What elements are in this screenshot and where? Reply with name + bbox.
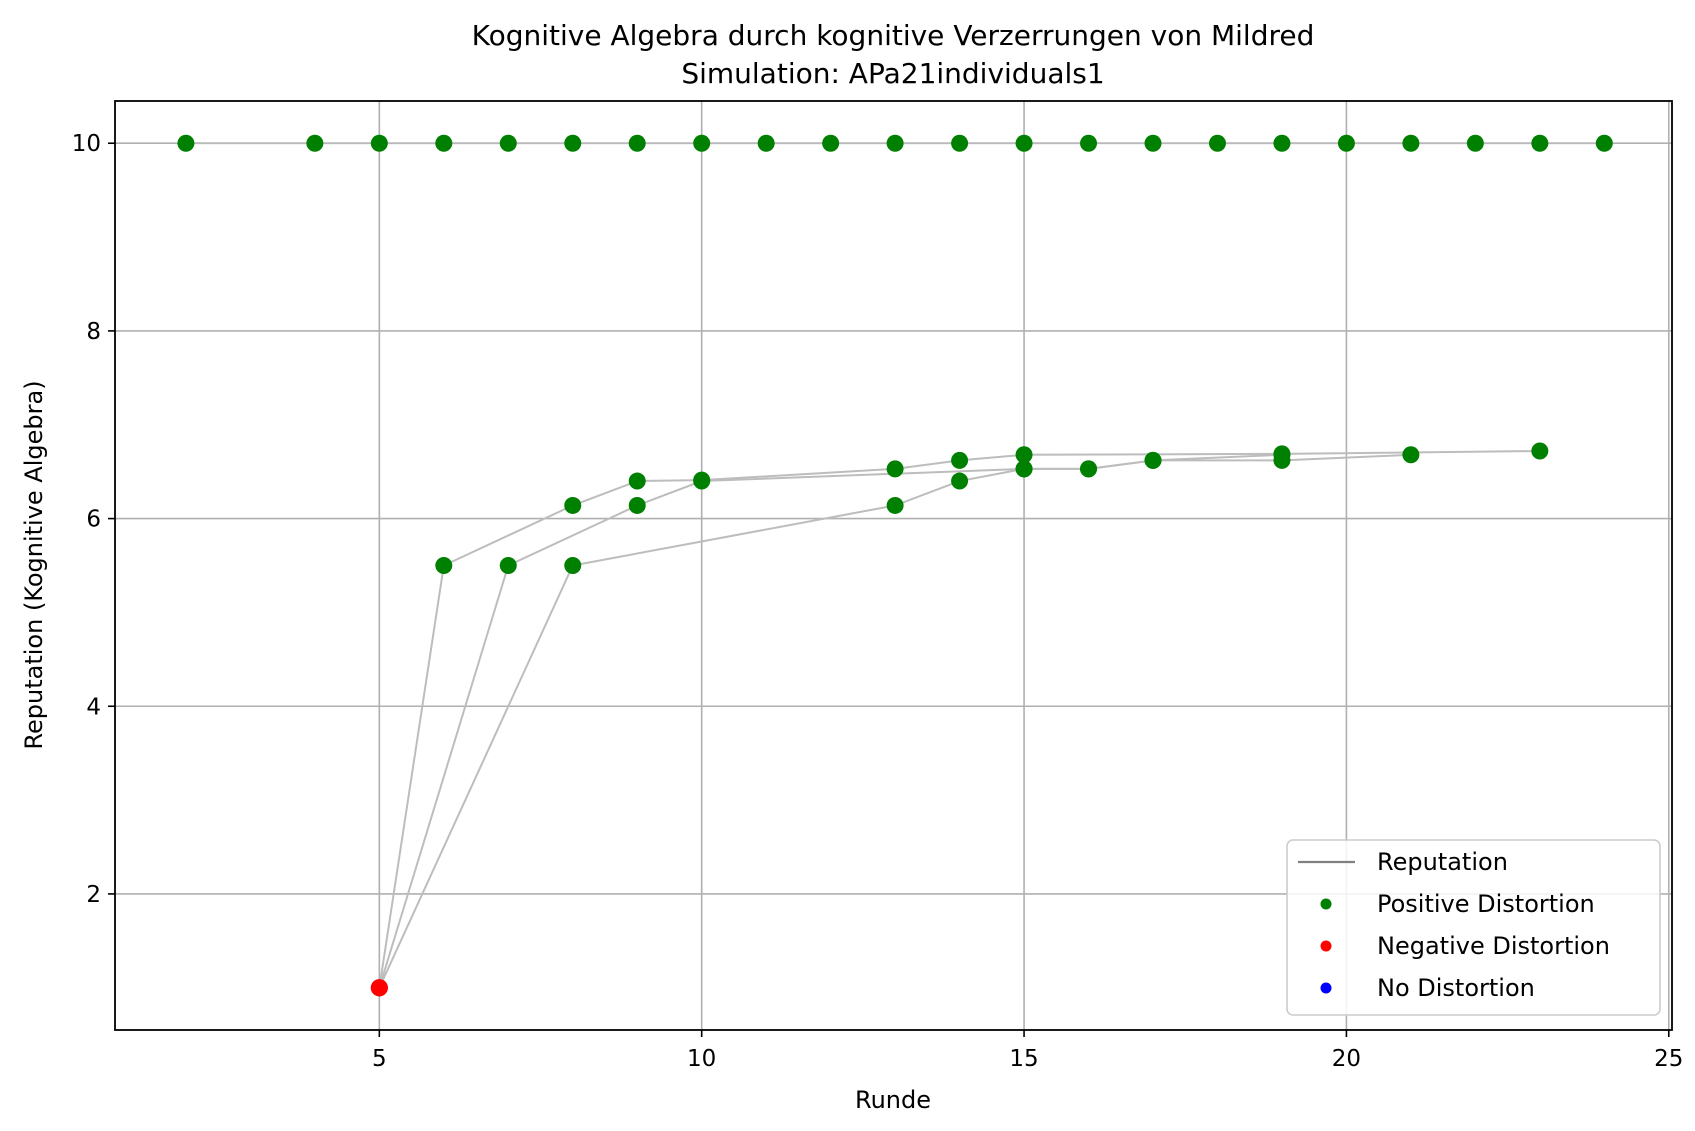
data-point-positive xyxy=(1337,134,1355,152)
data-point-positive xyxy=(628,134,646,152)
data-point-negative xyxy=(370,979,388,997)
data-point-positive xyxy=(1080,460,1098,478)
data-point-positive xyxy=(628,472,646,490)
legend-dot-marker xyxy=(1320,940,1332,952)
data-point-positive xyxy=(886,460,904,478)
data-point-positive xyxy=(757,134,775,152)
data-point-positive xyxy=(1531,442,1549,460)
x-tick-label: 20 xyxy=(1332,1046,1361,1072)
legend-label: Positive Distortion xyxy=(1377,890,1595,918)
data-point-positive xyxy=(693,472,711,490)
data-point-positive xyxy=(1466,134,1484,152)
data-point-positive xyxy=(693,134,711,152)
series-line-3 xyxy=(378,453,1282,989)
x-axis-label: Runde xyxy=(855,1086,931,1114)
data-point-positive xyxy=(177,134,195,152)
legend-dot-marker xyxy=(1320,982,1332,994)
data-point-positive xyxy=(1015,134,1033,152)
data-point-positive xyxy=(1015,460,1033,478)
data-point-positive xyxy=(951,451,969,469)
data-point-positive xyxy=(951,472,969,490)
x-tick-label: 5 xyxy=(372,1046,387,1072)
data-point-positive xyxy=(435,134,453,152)
data-point-positive xyxy=(370,134,388,152)
x-tick-label: 10 xyxy=(687,1046,716,1072)
legend-dot-marker xyxy=(1320,898,1332,910)
plot-frame xyxy=(114,100,1673,1031)
data-point-positive xyxy=(886,134,904,152)
x-tick-label: 25 xyxy=(1654,1046,1683,1072)
data-point-positive xyxy=(1015,446,1033,464)
chart-title: Kognitive Algebra durch kognitive Verzer… xyxy=(472,19,1315,52)
data-point-positive xyxy=(1080,134,1098,152)
data-point-positive xyxy=(435,557,453,574)
legend-box xyxy=(1286,839,1661,1016)
y-tick-label: 10 xyxy=(72,131,101,157)
y-tick-label: 2 xyxy=(86,882,101,908)
chart-subtitle: Simulation: APa21individuals1 xyxy=(681,57,1104,90)
x-tick-label: 15 xyxy=(1009,1046,1038,1072)
y-tick-label: 4 xyxy=(86,694,101,720)
data-point-positive xyxy=(1273,446,1291,464)
data-point-positive xyxy=(822,134,840,152)
axis-ticks: 5 10 15 20 25 2 4 6 8 10 xyxy=(72,131,1684,1072)
legend-label: Reputation xyxy=(1377,848,1508,876)
data-point-positive xyxy=(1144,134,1162,152)
data-point-positive xyxy=(564,134,582,152)
data-point-positive xyxy=(1273,134,1291,152)
data-point-positive xyxy=(499,134,517,152)
data-point-positive xyxy=(1531,134,1549,152)
legend: Reputation Positive Distortion Negative Di… xyxy=(1286,839,1661,1016)
data-point-positive xyxy=(499,557,517,574)
data-point-positive xyxy=(564,496,582,514)
data-points xyxy=(177,134,1613,997)
data-point-positive xyxy=(628,496,646,514)
y-tick-label: 6 xyxy=(86,507,101,533)
data-point-positive xyxy=(886,496,904,514)
data-point-positive xyxy=(1402,134,1420,152)
data-point-positive xyxy=(1208,134,1226,152)
data-point-positive xyxy=(951,134,969,152)
legend-label: Negative Distortion xyxy=(1377,932,1610,960)
legend-label: No Distortion xyxy=(1377,974,1535,1002)
data-point-positive xyxy=(564,557,582,574)
data-point-positive xyxy=(1144,451,1162,469)
data-point-positive xyxy=(306,134,324,152)
y-tick-label: 8 xyxy=(86,319,101,345)
data-point-positive xyxy=(1595,134,1613,152)
data-point-positive xyxy=(1402,446,1420,464)
y-axis-label: Reputation (Kognitive Algebra) xyxy=(20,380,48,749)
